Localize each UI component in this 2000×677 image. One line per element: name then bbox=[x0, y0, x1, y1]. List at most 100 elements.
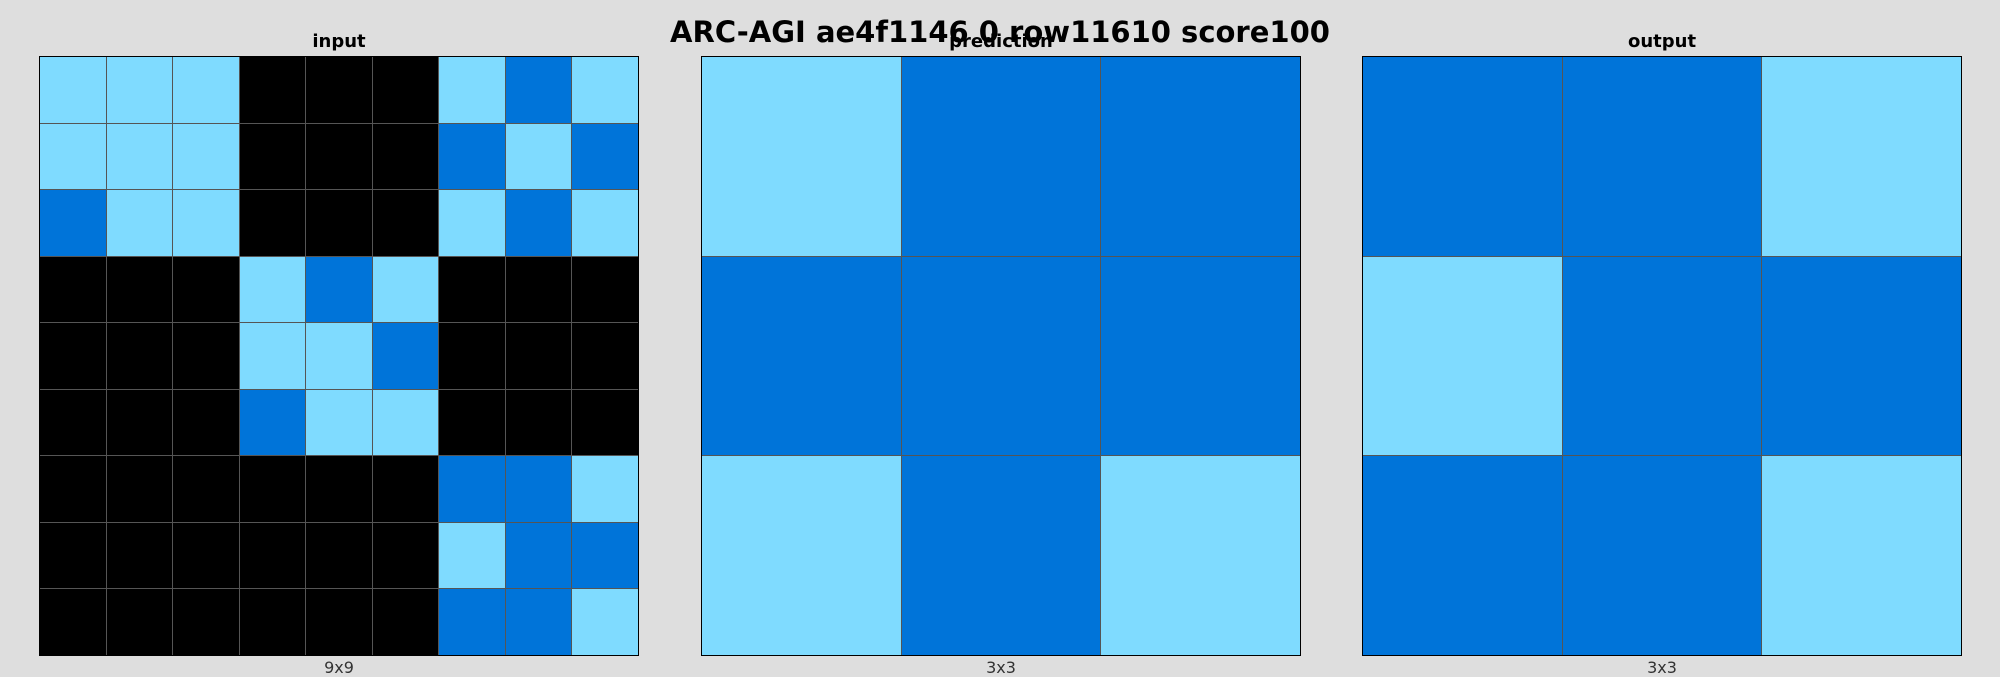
grid-cell bbox=[306, 589, 372, 655]
grid-cell bbox=[1762, 256, 1961, 456]
grid-cell bbox=[439, 57, 505, 123]
grid-cell bbox=[1363, 57, 1562, 256]
grid-cell bbox=[372, 190, 439, 256]
grid-cell bbox=[40, 589, 106, 655]
grid-cell bbox=[1101, 57, 1300, 256]
panel-title: prediction bbox=[949, 31, 1053, 52]
grid-cell bbox=[439, 323, 505, 389]
grid-cell bbox=[239, 589, 306, 655]
grid-cell bbox=[439, 522, 505, 589]
grid-cell bbox=[106, 57, 173, 123]
grid-cell bbox=[239, 323, 306, 389]
grid-cell bbox=[106, 123, 173, 190]
grid-cell bbox=[372, 522, 439, 589]
grid-cell bbox=[173, 323, 239, 389]
grid-cell bbox=[239, 57, 306, 123]
grid-cell bbox=[239, 389, 306, 456]
grid-cell bbox=[572, 190, 638, 256]
grid-cell bbox=[1562, 256, 1762, 456]
grid-cell bbox=[505, 522, 572, 589]
grid-cell bbox=[505, 389, 572, 456]
grid-cell bbox=[173, 57, 239, 123]
grid-cell bbox=[439, 190, 505, 256]
grid-cell bbox=[702, 256, 901, 456]
grid-cell bbox=[372, 589, 439, 655]
grid-cell bbox=[372, 256, 439, 323]
grid-cell bbox=[505, 589, 572, 655]
grid-cell bbox=[1562, 57, 1762, 256]
grid-cell bbox=[572, 57, 638, 123]
grid-cell bbox=[372, 389, 439, 456]
grid-cell bbox=[1101, 456, 1300, 655]
grid-dimensions: 3x3 bbox=[1647, 658, 1677, 677]
grid-cell bbox=[306, 190, 372, 256]
grid-cell bbox=[572, 123, 638, 190]
grid-cell bbox=[106, 256, 173, 323]
grid-cell bbox=[239, 123, 306, 190]
input-grid bbox=[39, 56, 639, 656]
grid-cell bbox=[106, 522, 173, 589]
grid-cell bbox=[505, 323, 572, 389]
grid-cell bbox=[505, 190, 572, 256]
grid-cell bbox=[239, 522, 306, 589]
grid-cell bbox=[40, 323, 106, 389]
grid-cell bbox=[1562, 456, 1762, 655]
grid-cell bbox=[239, 456, 306, 522]
panel-title: output bbox=[1627, 31, 1697, 52]
grid-cell bbox=[901, 456, 1101, 655]
grid-cell bbox=[40, 190, 106, 256]
grid-cell bbox=[372, 323, 439, 389]
grid-cell bbox=[173, 522, 239, 589]
grid-cell bbox=[306, 456, 372, 522]
grid-cell bbox=[1101, 256, 1300, 456]
grid-cell bbox=[439, 389, 505, 456]
grid-cell bbox=[306, 323, 372, 389]
grid-cell bbox=[439, 123, 505, 190]
grid-cell bbox=[1762, 57, 1961, 256]
grid-cell bbox=[572, 522, 638, 589]
panel-title: input bbox=[312, 31, 366, 52]
grid-cell bbox=[306, 123, 372, 190]
grid-cell bbox=[372, 57, 439, 123]
output-grid bbox=[1362, 56, 1962, 656]
grid-cell bbox=[106, 389, 173, 456]
grid-cell bbox=[106, 323, 173, 389]
grid-cell bbox=[372, 123, 439, 190]
grid-cell bbox=[505, 256, 572, 323]
prediction-grid bbox=[701, 56, 1301, 656]
grid-cell bbox=[173, 589, 239, 655]
grid-cell bbox=[306, 389, 372, 456]
grid-dimensions: 3x3 bbox=[986, 658, 1016, 677]
grid-cell bbox=[173, 190, 239, 256]
grid-cell bbox=[40, 256, 106, 323]
grid-cell bbox=[40, 522, 106, 589]
figure-title: ARC-AGI ae4f1146 0 row11610 score100 bbox=[670, 15, 1330, 49]
grid-cell bbox=[239, 256, 306, 323]
grid-cell bbox=[572, 256, 638, 323]
grid-cell bbox=[572, 456, 638, 522]
grid-cell bbox=[572, 589, 638, 655]
grid-cell bbox=[505, 123, 572, 190]
grid-cell bbox=[1762, 456, 1961, 655]
grid-cell bbox=[372, 456, 439, 522]
grid-cell bbox=[106, 589, 173, 655]
grid-dimensions: 9x9 bbox=[324, 658, 354, 677]
grid-cell bbox=[173, 123, 239, 190]
grid-cell bbox=[306, 522, 372, 589]
grid-cell bbox=[306, 256, 372, 323]
grid-cell bbox=[306, 57, 372, 123]
grid-cell bbox=[239, 190, 306, 256]
grid-cell bbox=[572, 389, 638, 456]
grid-cell bbox=[106, 456, 173, 522]
grid-cell bbox=[40, 456, 106, 522]
grid-cell bbox=[439, 256, 505, 323]
grid-cell bbox=[173, 456, 239, 522]
grid-cell bbox=[106, 190, 173, 256]
grid-cell bbox=[40, 123, 106, 190]
grid-cell bbox=[572, 323, 638, 389]
grid-cell bbox=[901, 256, 1101, 456]
grid-cell bbox=[1363, 256, 1562, 456]
grid-cell bbox=[901, 57, 1101, 256]
grid-cell bbox=[702, 57, 901, 256]
grid-cell bbox=[505, 57, 572, 123]
